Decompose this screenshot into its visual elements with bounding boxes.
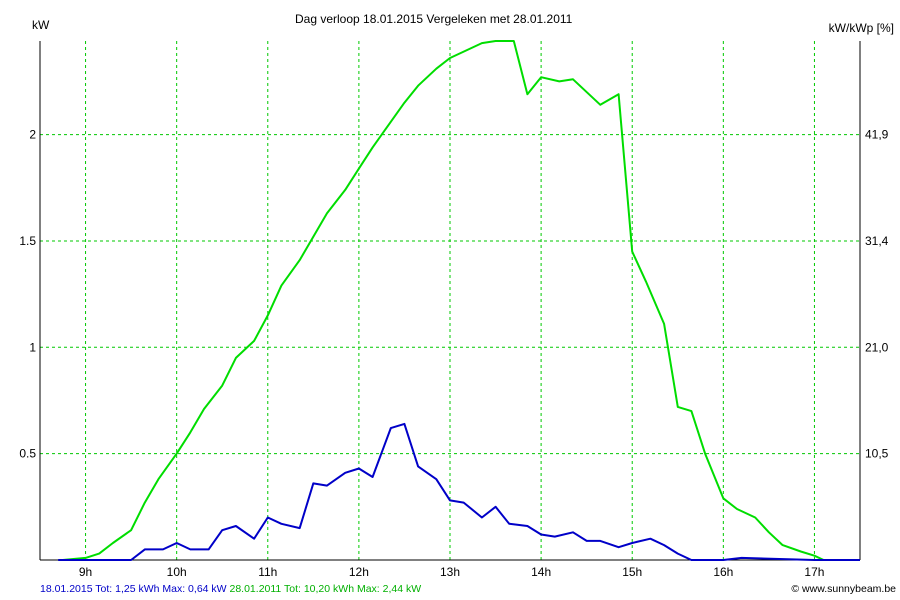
x-tick-label: 17h <box>804 565 824 579</box>
x-tick-label: 12h <box>349 565 369 579</box>
y-left-tick-label: 1.5 <box>19 234 36 248</box>
x-tick-label: 16h <box>713 565 733 579</box>
y-left-tick-label: 0.5 <box>19 447 36 461</box>
series-line-2015 <box>58 422 860 561</box>
footer-legend: 18.01.2015 Tot: 1,25 kWh Max: 0,64 kW 28… <box>40 583 421 595</box>
x-tick-label: 15h <box>622 565 642 579</box>
y-right-tick-label: 10,5 <box>865 447 889 461</box>
legend-2011: 28.01.2011 Tot: 10,20 kWh Max: 2,44 kW <box>229 583 422 595</box>
x-tick-label: 11h <box>258 565 277 579</box>
y-right-tick-label: 21,0 <box>865 340 889 354</box>
y-axis-left-label: kW <box>32 18 50 32</box>
credit-text: © www.sunnybeam.be <box>791 583 896 595</box>
credit-label: © www.sunnybeam.be <box>791 583 896 595</box>
chart-title: Dag verloop 18.01.2015 Vergeleken met 28… <box>295 12 573 26</box>
y-axis-right-label: kW/kWp [%] <box>828 21 894 35</box>
y-left-tick-label: 1 <box>29 340 36 354</box>
x-tick-label: 14h <box>531 565 551 579</box>
series-line-2011 <box>62 40 860 561</box>
x-tick-label: 13h <box>440 565 460 579</box>
x-tick-label: 10h <box>167 565 187 579</box>
y-left-tick-label: 2 <box>29 128 36 142</box>
y-right-tick-label: 31,4 <box>865 234 889 248</box>
x-tick-label: 9h <box>79 565 92 579</box>
y-right-tick-label: 41,9 <box>865 128 889 142</box>
legend-2015: 18.01.2015 Tot: 1,25 kWh Max: 0,64 kW <box>40 583 227 595</box>
